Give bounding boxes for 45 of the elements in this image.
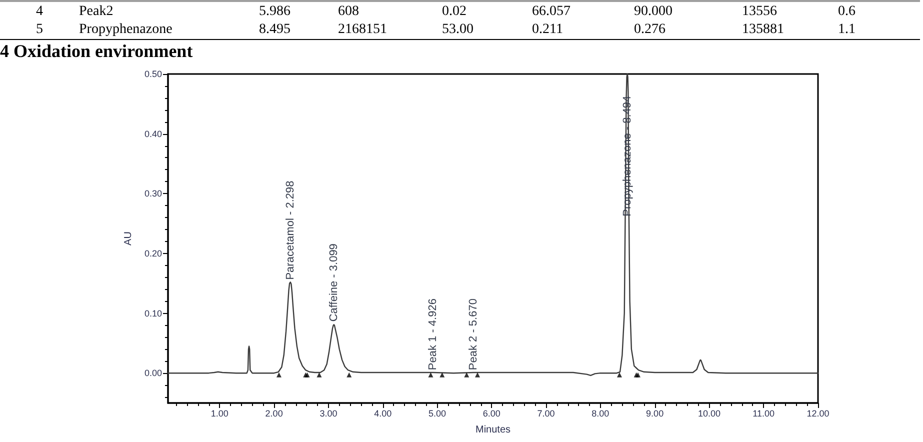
line-series bbox=[167, 73, 819, 376]
text: 1.1 bbox=[838, 21, 856, 38]
text: 0.211 bbox=[532, 21, 563, 38]
text: 0.6 bbox=[838, 3, 856, 20]
x-axis-title: Minutes bbox=[475, 424, 511, 436]
y-tick-label: 0.30 bbox=[144, 188, 162, 199]
x-tick-label: 10.00 bbox=[698, 408, 720, 418]
y-tick-label: 0.10 bbox=[144, 308, 162, 318]
annotation: Peak 2 - 5.670 bbox=[468, 298, 480, 370]
text: 90.000 bbox=[634, 3, 672, 20]
annotation: Caffeine - 3.099 bbox=[328, 244, 340, 322]
text: 4 bbox=[36, 3, 43, 20]
text: 2168151 bbox=[338, 21, 387, 38]
x-tick-label: 4.00 bbox=[374, 408, 392, 418]
x-tick-label: 9.00 bbox=[646, 408, 664, 418]
x-tick-label: 7.00 bbox=[537, 408, 555, 418]
x-tick-label: 3.00 bbox=[320, 408, 338, 418]
y-axis-title: AU bbox=[123, 232, 134, 246]
x-tick-label: 12.00 bbox=[806, 408, 830, 418]
text: 5.986 bbox=[259, 3, 290, 20]
y-tick-label: 0.40 bbox=[144, 128, 162, 139]
annotation: Paracetamol - 2.298 bbox=[284, 180, 296, 280]
text: 0.02 bbox=[442, 3, 466, 20]
x-tick-label: 11.00 bbox=[752, 408, 775, 418]
text: Peak2 bbox=[79, 3, 114, 20]
y-tick-label: 0.00 bbox=[144, 368, 162, 378]
text: 5 bbox=[36, 21, 43, 38]
y-tick-label: 0.20 bbox=[144, 248, 162, 258]
text: Propyphenazone bbox=[79, 21, 172, 38]
y-tick-label: 0.50 bbox=[144, 69, 162, 79]
x-tick-label: 5.00 bbox=[428, 408, 446, 418]
x-tick-label: 2.00 bbox=[265, 408, 283, 418]
chart-title: 4 Oxidation environment bbox=[0, 41, 193, 61]
text: 66.057 bbox=[532, 3, 570, 20]
text: 13556 bbox=[742, 3, 777, 20]
annotation: Propyphenazone - 8.494 bbox=[621, 96, 634, 216]
text: 608 bbox=[338, 3, 359, 20]
x-tick-label: 8.00 bbox=[592, 408, 610, 418]
text: 135881 bbox=[742, 21, 784, 38]
text: 0.276 bbox=[634, 21, 666, 38]
text: 53.00 bbox=[442, 21, 474, 38]
x-tick-label: 6.00 bbox=[482, 408, 500, 418]
text: 8.495 bbox=[259, 21, 290, 38]
annotation: Peak 1 - 4.926 bbox=[427, 298, 440, 370]
x-tick-label: 1.00 bbox=[210, 408, 228, 418]
